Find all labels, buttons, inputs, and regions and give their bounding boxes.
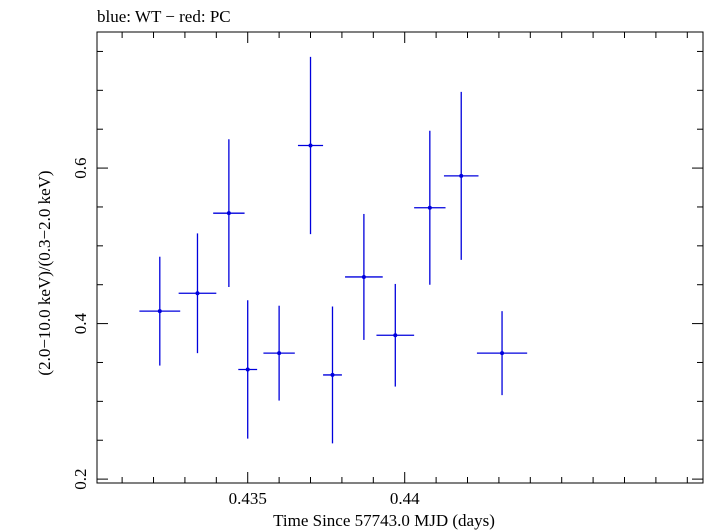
plot-frame xyxy=(96,31,704,484)
y-tick-label: 0.6 xyxy=(71,157,90,178)
data-point xyxy=(376,283,415,387)
data-marker xyxy=(500,351,505,356)
x-axis-ticks: 0.435 0.44 xyxy=(121,32,688,508)
data-point xyxy=(323,306,342,444)
data-point xyxy=(238,300,258,439)
data-points xyxy=(139,56,528,444)
data-point xyxy=(443,91,479,260)
y-axis-ticks: 0.2 0.4 0.6 xyxy=(71,50,703,490)
data-marker xyxy=(195,291,200,296)
data-marker xyxy=(226,211,231,216)
y-tick-label: 0.2 xyxy=(71,468,90,489)
data-point xyxy=(414,130,446,285)
x-tick-label: 0.435 xyxy=(229,489,267,508)
y-axis-label: (2.0−10.0 keV)/(0.3−2.0 keV) xyxy=(35,170,54,375)
data-marker xyxy=(393,333,398,338)
data-marker xyxy=(427,205,432,210)
data-marker xyxy=(277,351,282,356)
data-point xyxy=(213,139,245,288)
chart-title: blue: WT − red: PC xyxy=(97,7,231,26)
data-point xyxy=(476,311,528,396)
data-point xyxy=(178,233,217,354)
data-marker xyxy=(245,367,250,372)
x-axis-label: Time Since 57743.0 MJD (days) xyxy=(273,511,495,530)
data-point xyxy=(345,213,383,340)
data-point xyxy=(297,56,324,235)
x-tick-label: 0.44 xyxy=(390,489,420,508)
data-marker xyxy=(308,143,313,148)
data-point xyxy=(263,305,295,401)
data-marker xyxy=(361,274,366,279)
data-marker xyxy=(330,372,335,377)
y-tick-label: 0.4 xyxy=(71,312,90,334)
data-marker xyxy=(459,173,464,178)
data-point xyxy=(139,256,181,366)
data-marker xyxy=(157,309,162,314)
